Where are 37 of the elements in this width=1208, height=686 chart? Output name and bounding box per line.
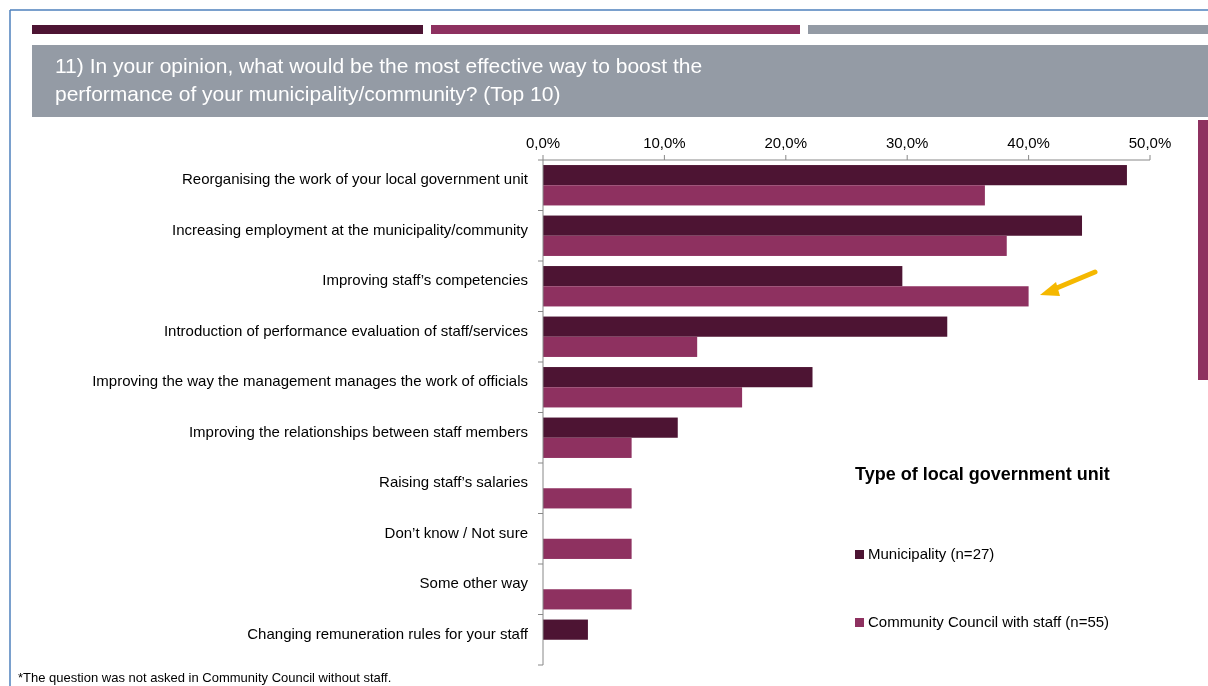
- x-tick-label: 30,0%: [885, 134, 929, 151]
- x-tick-label: 0,0%: [525, 134, 561, 151]
- x-tick-label: 10,0%: [643, 134, 686, 151]
- bar: [543, 619, 588, 640]
- bar: [543, 316, 948, 337]
- y-tick-label: Introduction of performance evaluation of staff/services: [163, 321, 528, 339]
- bar: [543, 235, 1007, 256]
- text: *The question was not asked in Community Council without staff.: [18, 670, 392, 685]
- bar: [543, 215, 1083, 236]
- bar: [543, 589, 632, 610]
- y-tick-label: Improving the way the management manages the work of officials: [92, 372, 528, 390]
- legend-title: Type of local government unit: [855, 464, 1110, 484]
- bar: [543, 488, 632, 509]
- bar: [543, 387, 743, 408]
- bar: [543, 286, 1029, 307]
- legend-label: Municipality (n=27): [868, 545, 995, 562]
- bar: [543, 437, 632, 458]
- bar: [543, 538, 632, 559]
- y-tick-label: Reorganising the work of your local government unit: [181, 170, 529, 188]
- y-tick-label: Some other way: [419, 574, 529, 592]
- y-tick-label: Raising staff’s salaries: [379, 473, 528, 491]
- y-tick-label: Improving the relationships between staff members: [188, 422, 528, 440]
- x-tick-label: 40,0%: [1007, 134, 1050, 151]
- bar: [543, 367, 813, 388]
- chart-title: 11) In your opinion, what would be the most effective way to boost the performance of your municipality/community? (Top 10): [55, 54, 703, 105]
- bar: [543, 185, 985, 206]
- x-tick-label: 50,0%: [1128, 134, 1172, 151]
- bar: [543, 336, 698, 357]
- y-tick-label: Improving staff’s competencies: [322, 271, 528, 289]
- y-tick-label: Increasing employment at the municipality/community: [172, 220, 529, 238]
- bar: [543, 417, 678, 438]
- legend-label: Community Council with staff (n=55): [868, 613, 1110, 630]
- y-tick-label: Don’t know / Not sure: [384, 523, 528, 541]
- bar: [543, 266, 903, 287]
- y-tick-label: Changing remuneration rules for your staff: [247, 624, 529, 642]
- bar: [543, 165, 1127, 186]
- x-tick-label: 20,0%: [764, 134, 808, 151]
